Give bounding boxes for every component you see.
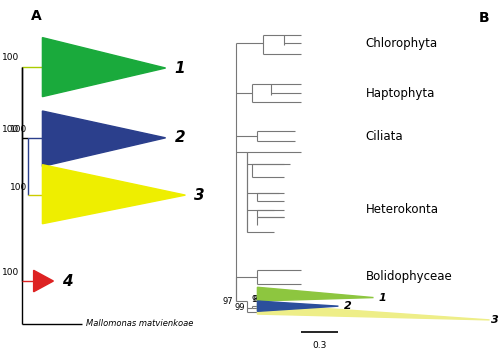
Text: Haptophyta: Haptophyta [366,87,435,100]
Text: 100: 100 [10,183,27,192]
Text: Heterokonta: Heterokonta [366,203,438,217]
Text: Mallomonas matvienkoae: Mallomonas matvienkoae [86,319,194,329]
Text: 3: 3 [194,188,205,203]
Text: A: A [32,9,42,23]
Text: 0.3: 0.3 [312,340,326,349]
Text: B: B [479,11,490,25]
Text: 87: 87 [252,295,263,304]
Polygon shape [258,304,490,320]
Text: 100: 100 [2,125,20,134]
Polygon shape [258,301,338,311]
Text: 2: 2 [174,130,185,145]
Text: 97: 97 [222,296,233,305]
Text: 4: 4 [62,274,73,289]
Text: 1: 1 [174,61,185,76]
Text: Ciliata: Ciliata [366,130,403,142]
Text: 1: 1 [379,292,386,303]
Text: 100: 100 [10,125,27,134]
Polygon shape [42,111,166,166]
Text: 96: 96 [252,295,262,304]
Text: 99: 99 [235,303,245,313]
Polygon shape [42,38,166,97]
Text: 100: 100 [2,268,20,277]
Polygon shape [42,165,186,224]
Text: Chlorophyta: Chlorophyta [366,37,438,50]
Text: 2: 2 [344,301,352,311]
Text: 3: 3 [491,315,498,325]
Polygon shape [258,287,374,301]
Text: Bolidophyceae: Bolidophyceae [366,270,452,284]
Polygon shape [34,270,54,292]
Text: 100: 100 [2,53,20,62]
